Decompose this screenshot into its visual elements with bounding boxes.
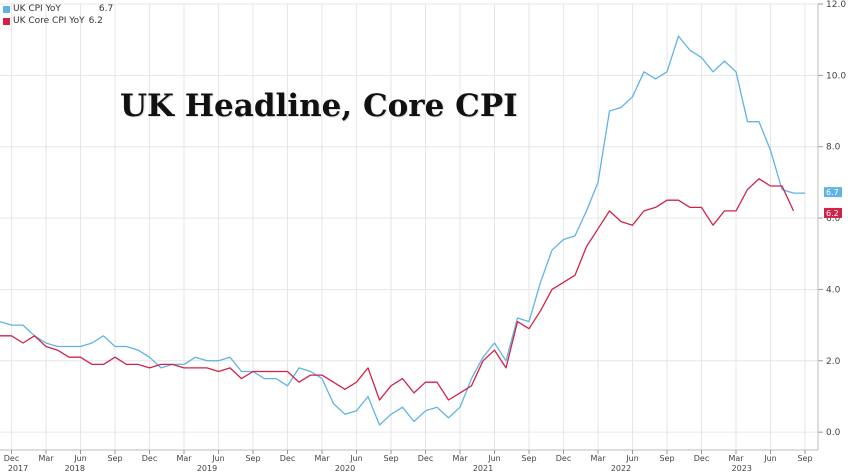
end-label-text: 6.2	[826, 209, 839, 218]
vertical-grid	[11, 4, 806, 450]
y-tick-label: 6.0	[826, 214, 841, 224]
series-line-uk-core-cpi	[0, 178, 795, 401]
x-tick-label-month: Mar	[314, 454, 330, 463]
x-tick-label-month: Dec	[694, 454, 709, 463]
x-tick-label-month: Sep	[383, 454, 398, 463]
y-tick-label: 2.0	[826, 357, 841, 367]
x-tick-label-month: Jun	[625, 454, 639, 463]
x-tick-label-month: Dec	[556, 454, 571, 463]
x-tick-label-year: 2018	[65, 464, 85, 473]
x-tick-label-month: Jun	[211, 454, 225, 463]
legend-swatch-core-cpi	[3, 17, 10, 25]
x-tick-label-month: Dec	[280, 454, 295, 463]
end-label-text: 6.7	[826, 188, 839, 197]
x-tick-label-month: Mar	[38, 454, 54, 463]
y-tick-label: 10.0	[826, 71, 846, 81]
end-label-box	[824, 207, 842, 218]
x-tick-label-month: Sep	[107, 454, 122, 463]
legend-label-core-cpi: UK Core CPI YoY	[13, 16, 85, 26]
end-label-box	[824, 187, 842, 198]
x-tick-label-month: Dec	[4, 454, 19, 463]
x-tick-label-month: Mar	[176, 454, 192, 463]
x-tick-label-year: 2022	[611, 464, 631, 473]
x-tick-label-month: Dec	[142, 454, 157, 463]
x-tick-label-month: Sep	[245, 454, 260, 463]
x-tick-label-month: Mar	[728, 454, 744, 463]
x-tick-label-month: Sep	[659, 454, 674, 463]
legend-value-core-cpi: 6.2	[88, 16, 103, 26]
y-tick-labels: 0.0 2.0 4.0 6.0 8.0 10.0 12.0	[826, 0, 846, 438]
series-line-uk-cpi	[0, 35, 805, 426]
legend-item-core-cpi: UK Core CPI YoY 6.2	[3, 15, 113, 27]
x-tick-label-month: Jun	[349, 454, 363, 463]
x-tick-label-month: Jun	[73, 454, 87, 463]
x-tick-label-month: Sep	[797, 454, 812, 463]
x-tick-label-month: Mar	[452, 454, 468, 463]
y-tick-label: 8.0	[826, 143, 841, 153]
chart-title: UK Headline, Core CPI	[120, 88, 518, 124]
x-tick-label-year: 2021	[473, 464, 493, 473]
x-tick-label-month: Jun	[487, 454, 501, 463]
horizontal-grid	[0, 3, 823, 433]
legend-label-cpi: UK CPI YoY	[13, 4, 61, 14]
x-tick-label-month: Mar	[590, 454, 606, 463]
x-tick-label-year: 2020	[335, 464, 355, 473]
legend: UK CPI YoY 6.7 UK Core CPI YoY 6.2	[3, 3, 113, 27]
x-tick-label-year: 2023	[732, 464, 752, 473]
x-tick-label-month: Jun	[763, 454, 777, 463]
legend-value-cpi: 6.7	[98, 4, 114, 14]
x-tick-label-year: 2019	[197, 464, 217, 473]
x-tick-label-month: Sep	[521, 454, 536, 463]
legend-item-cpi: UK CPI YoY 6.7	[3, 3, 113, 15]
x-tick-label-month: Dec	[418, 454, 433, 463]
x-tick-label-year: 2017	[8, 464, 28, 473]
x-tick-labels: Dec Mar Jun Sep Dec Mar Jun Sep Dec Mar Jun Sep Dec M…	[4, 450, 813, 473]
y-tick-label: 4.0	[826, 285, 841, 295]
y-tick-label: 12.0	[826, 0, 846, 10]
series-lines	[0, 35, 805, 426]
legend-swatch-cpi	[3, 5, 10, 13]
y-tick-label: 0.0	[826, 428, 841, 438]
series-end-labels: 6.7 6.2	[824, 187, 842, 218]
